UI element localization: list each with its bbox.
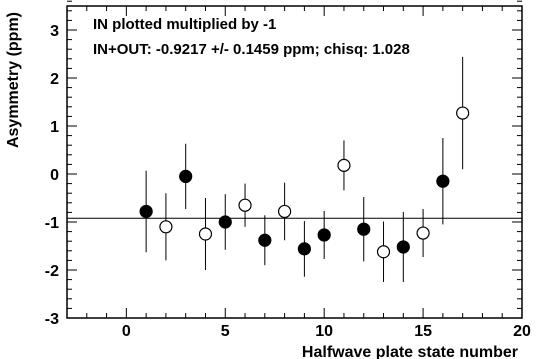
data-point-filled: [139, 204, 153, 219]
data-point-open: [337, 158, 351, 172]
y-tick-label: 2: [50, 71, 59, 88]
annotation-line-1: IN plotted multiplied by -1: [93, 16, 276, 33]
data-point-open: [159, 220, 173, 234]
data-point-filled: [436, 174, 450, 188]
data-point-filled: [297, 242, 311, 256]
axes-group: 0 5 10 15 20 -3 -2 -1 0 1 2 3: [45, 0, 531, 340]
data-point-filled: [396, 240, 410, 254]
annotation-line-2: IN+OUT: -0.9217 +/- 0.1459 ppm; chisq: 1…: [93, 41, 410, 58]
data-point-open: [416, 226, 430, 240]
data-point-open: [278, 204, 292, 219]
y-axis-label: Asymmetry (ppm): [5, 12, 22, 148]
data-point-filled: [357, 222, 371, 236]
plot-frame: [66, 5, 523, 319]
x-tick-label: 20: [513, 323, 531, 340]
y-tick-label: 0: [50, 167, 59, 184]
y-tick-label: 3: [50, 23, 59, 40]
data-point-open: [376, 245, 391, 259]
x-tick-label: 0: [122, 323, 131, 340]
data-point-filled: [317, 228, 331, 242]
x-tick-label: 15: [414, 323, 432, 340]
x-tick-label: 10: [315, 323, 333, 340]
y-tick-label: 1: [50, 119, 59, 136]
data-point-filled: [258, 233, 272, 247]
data-point-filled: [218, 215, 232, 229]
data-marks: [67, 56, 522, 282]
x-tick-label: 5: [221, 323, 230, 340]
y-tick-label: -3: [45, 311, 59, 328]
data-point-filled: [179, 169, 193, 183]
x-axis-label: Halfwave plate state number: [302, 344, 518, 359]
data-point-open: [456, 106, 470, 120]
data-point-open: [198, 227, 213, 241]
y-tick-label: -1: [45, 215, 59, 232]
data-point-open: [238, 198, 252, 212]
y-tick-label: -2: [45, 263, 59, 280]
